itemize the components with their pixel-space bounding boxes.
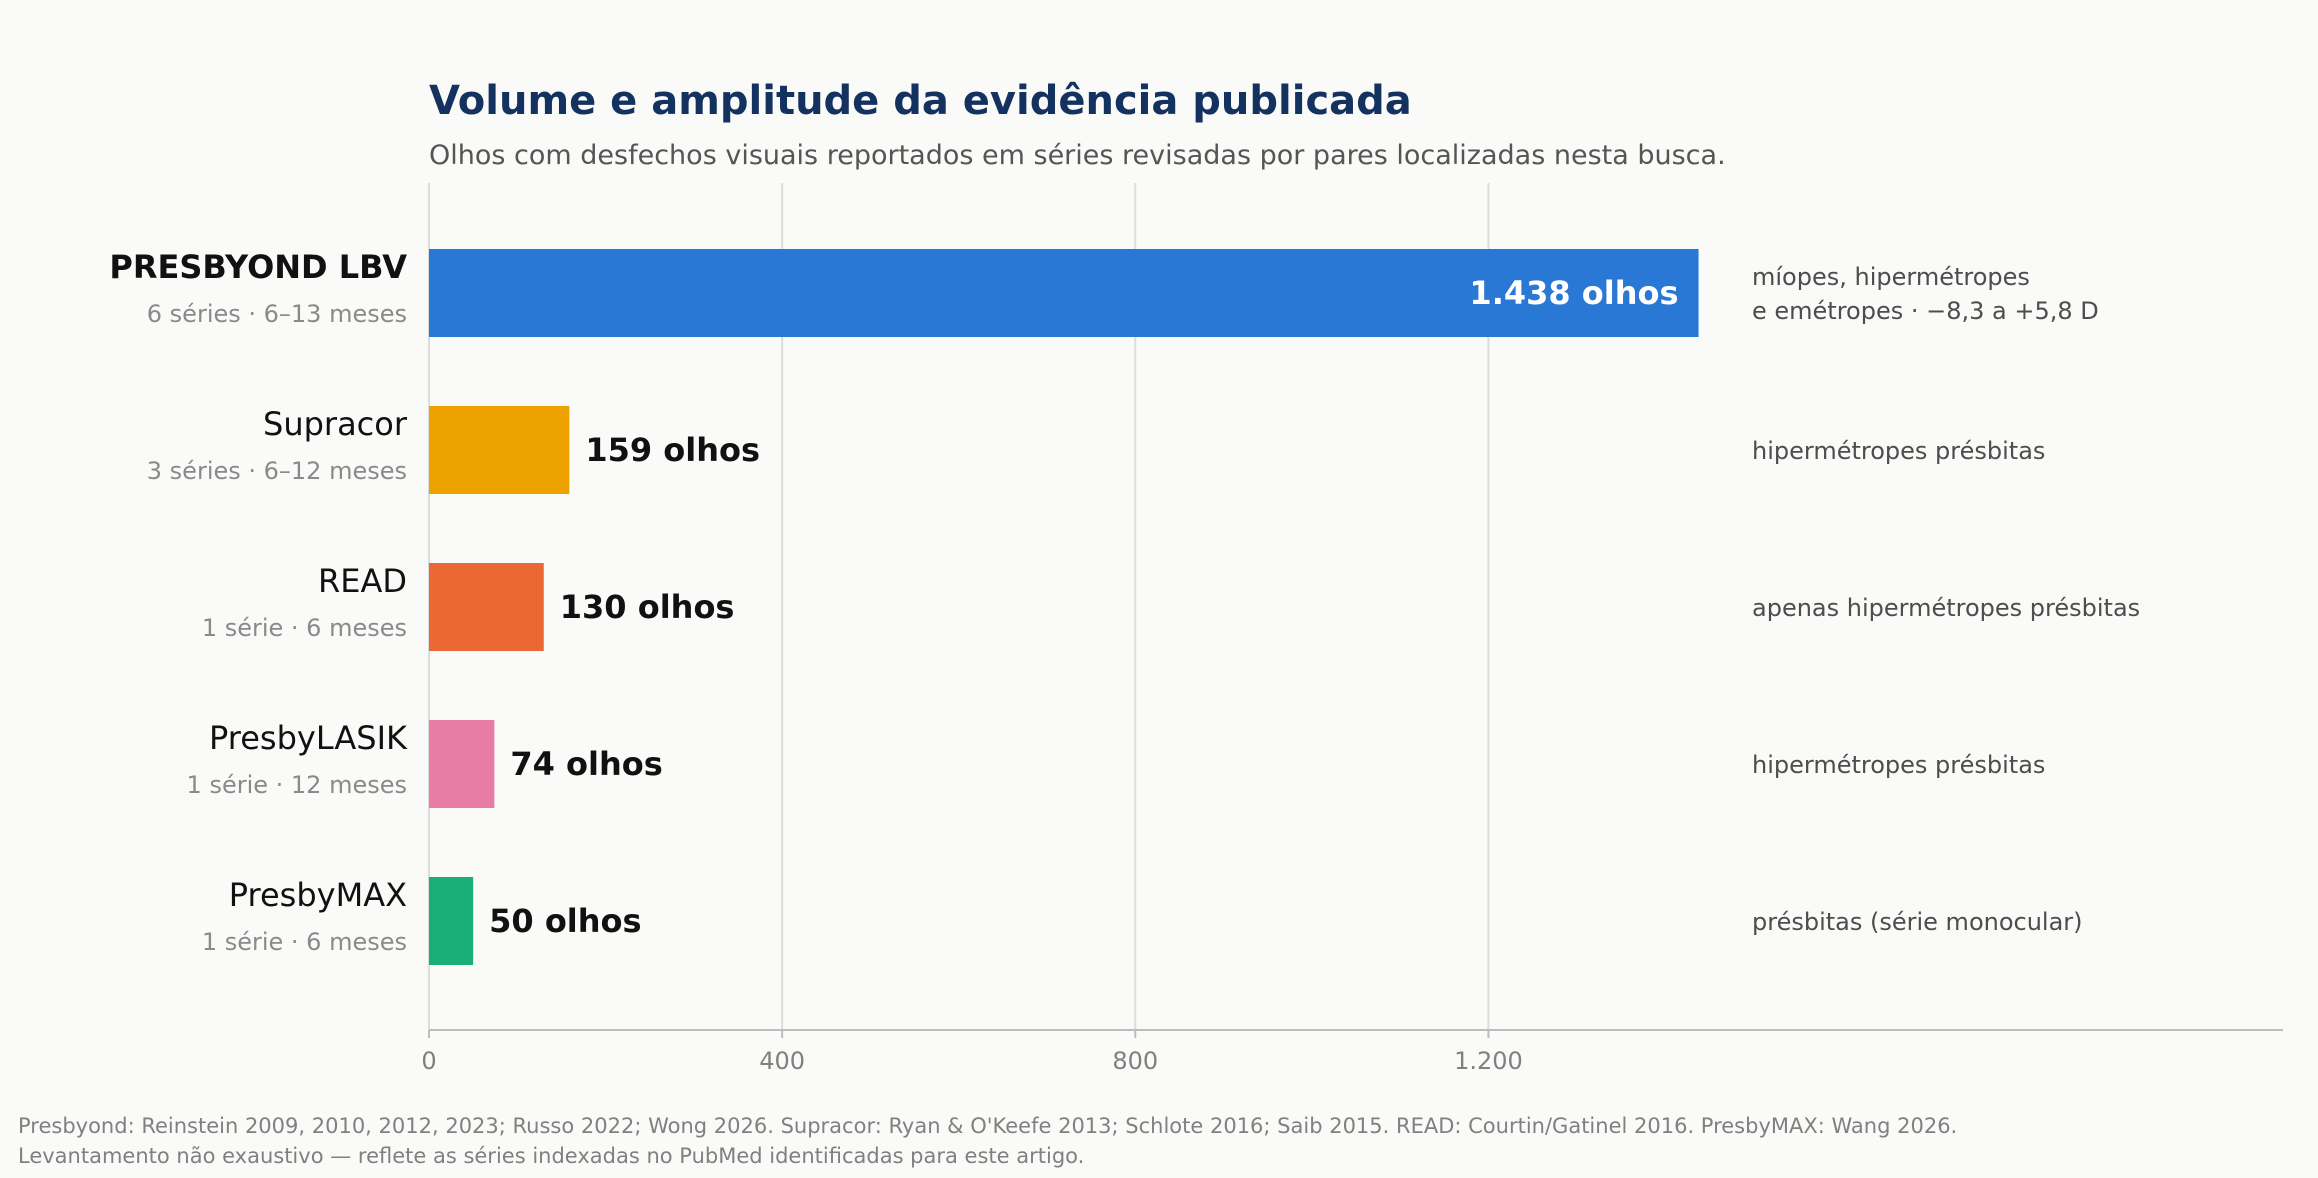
category-label: PRESBYOND LBV bbox=[109, 248, 407, 286]
footer-sources: Presbyond: Reinstein 2009, 2010, 2012, 2… bbox=[18, 1114, 1957, 1138]
annotations: míopes, hipermétropes e emétropes · −8,3 … bbox=[1752, 263, 2140, 936]
bar bbox=[429, 720, 495, 808]
data-label: 74 olhos bbox=[510, 745, 662, 783]
x-axis-ticks: 0 400 800 1.200 bbox=[421, 1030, 1523, 1075]
annotation: hipermétropes présbitas bbox=[1752, 437, 2045, 465]
x-tick-label: 800 bbox=[1112, 1047, 1158, 1075]
category-subtitle: 1 série · 6 meses bbox=[202, 614, 407, 642]
category-subtitle: 1 série · 12 meses bbox=[187, 771, 407, 799]
bar bbox=[429, 406, 570, 494]
chart-subtitle: Olhos com desfechos visuais reportados e… bbox=[429, 140, 1726, 171]
annotation: e emétropes · −8,3 a +5,8 D bbox=[1752, 297, 2099, 325]
bars bbox=[429, 249, 1699, 965]
category-label: PresbyMAX bbox=[229, 876, 407, 914]
annotation: hipermétropes présbitas bbox=[1752, 751, 2045, 779]
category-label: PresbyLASIK bbox=[209, 719, 408, 757]
chart-title: Volume e amplitude da evidência publicad… bbox=[429, 78, 1412, 124]
category-label: Supracor bbox=[263, 405, 408, 443]
x-tick-label: 0 bbox=[421, 1047, 436, 1075]
footer-note: Levantamento não exaustivo — reflete as … bbox=[18, 1144, 1084, 1168]
data-label: 1.438 olhos bbox=[1469, 274, 1678, 312]
x-tick-label: 1.200 bbox=[1454, 1047, 1523, 1075]
annotation: míopes, hipermétropes bbox=[1752, 263, 2030, 291]
bar bbox=[429, 877, 474, 965]
annotation: présbitas (série monocular) bbox=[1752, 908, 2083, 936]
data-label: 159 olhos bbox=[585, 431, 760, 469]
bar bbox=[429, 563, 544, 651]
data-label: 50 olhos bbox=[489, 902, 641, 940]
value-labels: 1.438 olhos 159 olhos 130 olhos 74 olhos 50 … bbox=[489, 274, 1678, 940]
annotation: apenas hipermétropes présbitas bbox=[1752, 594, 2140, 622]
data-label: 130 olhos bbox=[560, 588, 735, 626]
category-subtitle: 3 séries · 6–12 meses bbox=[147, 457, 407, 485]
category-subtitle: 6 séries · 6–13 meses bbox=[147, 300, 407, 328]
x-tick-label: 400 bbox=[759, 1047, 805, 1075]
bar bbox=[429, 249, 1699, 337]
category-label: READ bbox=[318, 562, 407, 600]
category-subtitle: 1 série · 6 meses bbox=[202, 928, 407, 956]
category-labels: PRESBYOND LBV 6 séries · 6–13 meses Suprac… bbox=[109, 248, 408, 956]
